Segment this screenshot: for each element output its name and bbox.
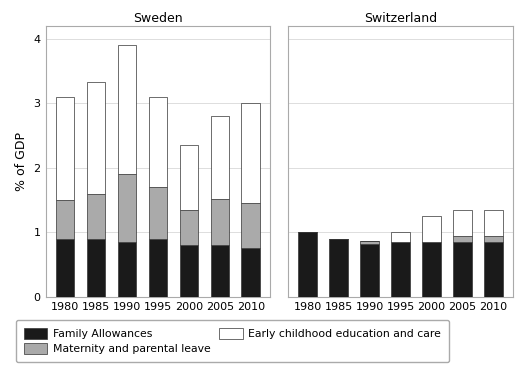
Bar [148, 187, 167, 239]
Bar [361, 244, 379, 297]
Bar [118, 242, 136, 297]
Bar [241, 104, 260, 203]
Title: Switzerland: Switzerland [364, 12, 437, 25]
Bar [422, 242, 441, 297]
Bar [453, 242, 472, 297]
Bar [148, 239, 167, 297]
Bar [87, 194, 105, 239]
Bar [87, 239, 105, 297]
Legend: Family Allowances, Maternity and parental leave, Early childhood education and c: Family Allowances, Maternity and parenta… [16, 320, 449, 362]
Bar [180, 145, 198, 210]
Bar [453, 210, 472, 236]
Bar [391, 232, 410, 242]
Bar [484, 242, 503, 297]
Bar [180, 210, 198, 245]
Bar [241, 249, 260, 297]
Bar [118, 45, 136, 174]
Bar [422, 216, 441, 242]
Bar [453, 236, 472, 242]
Bar [361, 241, 379, 244]
Y-axis label: % of GDP: % of GDP [15, 132, 28, 191]
Bar [148, 97, 167, 187]
Bar [118, 174, 136, 242]
Bar [391, 242, 410, 297]
Bar [484, 210, 503, 236]
Bar [87, 82, 105, 194]
Bar [56, 200, 74, 239]
Bar [211, 245, 229, 297]
Bar [484, 236, 503, 242]
Bar [298, 232, 317, 297]
Bar [56, 239, 74, 297]
Bar [211, 116, 229, 199]
Bar [56, 97, 74, 200]
Title: Sweden: Sweden [133, 12, 183, 25]
Bar [241, 203, 260, 249]
Bar [329, 239, 348, 297]
Bar [211, 199, 229, 245]
Bar [180, 245, 198, 297]
